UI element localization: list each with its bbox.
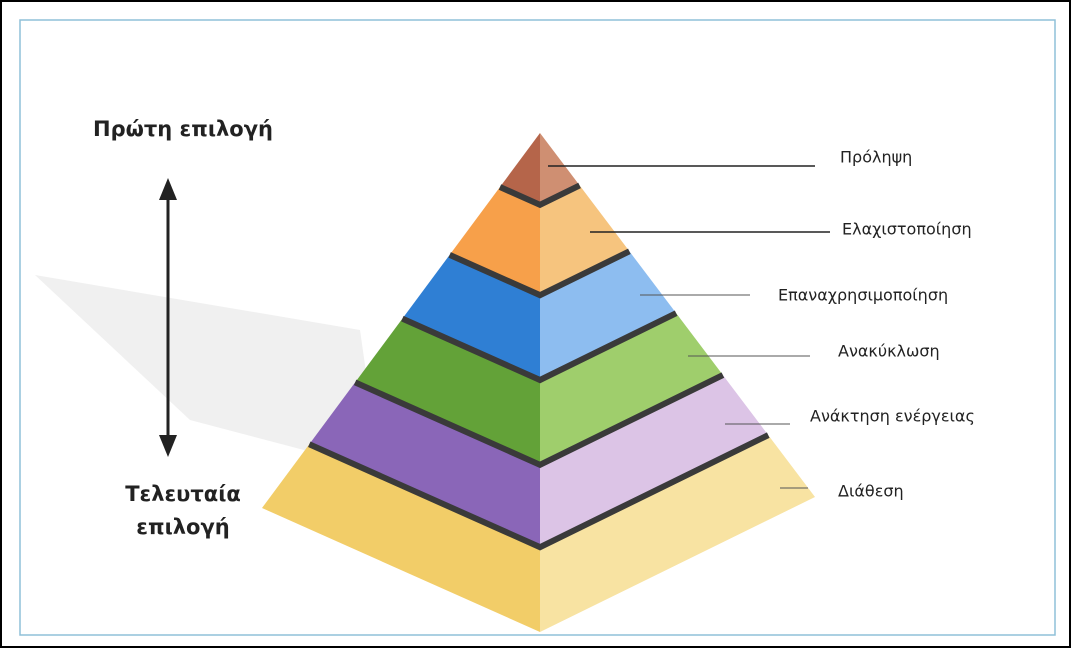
layer-left-face xyxy=(262,444,540,632)
layer-right-face xyxy=(540,133,580,205)
layer-left-face xyxy=(449,187,540,296)
layer-label: Επαναχρησιμοποίηση xyxy=(778,286,948,305)
layer-label: Ανάκτηση ενέργειας xyxy=(810,407,975,426)
layer-right-face xyxy=(540,185,630,296)
arrow-head-down xyxy=(159,435,177,457)
layer-labels: Πρόληψη Ελαχιστοποίηση Επαναχρησιμοποίηση Α… xyxy=(548,148,975,501)
layer-label: Ανακύκλωση xyxy=(838,342,940,361)
layer-divider xyxy=(353,372,725,469)
layer-right-face xyxy=(540,251,677,381)
layer-left-face xyxy=(499,133,540,205)
pyramid xyxy=(262,133,815,632)
inner-frame xyxy=(19,19,1056,636)
layer-divider xyxy=(498,182,581,209)
last-choice-line: επιλογή xyxy=(136,515,229,539)
shadow xyxy=(35,275,380,470)
arrow-head-up xyxy=(159,178,177,200)
layer-divider xyxy=(401,310,678,384)
layer-label: Ελαχιστοποίηση xyxy=(842,220,972,239)
layer-right-face xyxy=(540,313,723,465)
layer-right-face xyxy=(540,375,769,548)
layer-label: Πρόληψη xyxy=(840,148,912,167)
top-choice: Πρώτη επιλογή xyxy=(93,117,273,141)
last-choice-line: Τελευταία xyxy=(125,482,241,506)
layer-left-face xyxy=(402,254,540,381)
layer-left-face xyxy=(309,382,540,548)
layer-divider xyxy=(448,248,631,299)
layer-right-face xyxy=(540,435,815,632)
layer-divider xyxy=(308,432,770,551)
layer-left-face xyxy=(355,318,540,465)
layer-label: Διάθεση xyxy=(838,482,904,501)
